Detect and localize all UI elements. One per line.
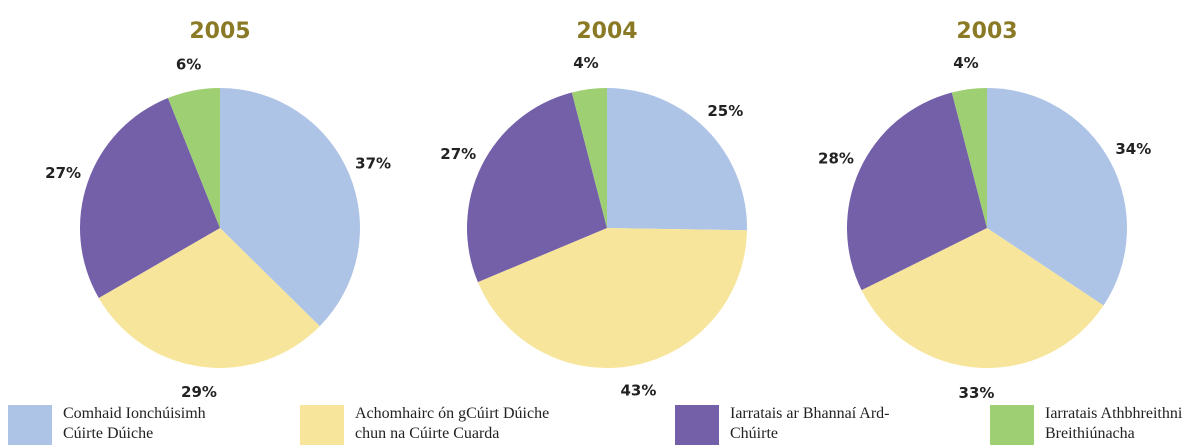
pie-slice (987, 88, 1127, 306)
value-label: 4% (573, 54, 598, 72)
value-label: 25% (707, 102, 743, 120)
legend-label: Comhaid Ionchúisimh Cúirte Dúiche (63, 405, 206, 442)
legend-label: Iarratais Athbhreithniú Breithiúnacha (1045, 405, 1182, 442)
value-label: 33% (959, 384, 995, 402)
legend-label: Achomhairc ón gCúirt Dúiche chun na Cúir… (355, 405, 550, 442)
chart-title: 2004 (576, 19, 637, 44)
value-label: 6% (176, 55, 201, 73)
value-label: 43% (620, 382, 656, 400)
legend-swatch (990, 405, 1034, 445)
legend-label: Iarratais ar Bhannaí Ard-Chúirte (730, 405, 890, 442)
pie-slice (846, 92, 987, 291)
value-label: 27% (440, 145, 476, 163)
legend-swatch (300, 405, 344, 445)
pie-slice (571, 88, 607, 228)
value-label: 29% (181, 383, 217, 401)
value-label: 37% (355, 154, 391, 172)
pie-slice (467, 92, 607, 283)
pie-slice (80, 98, 220, 298)
chart-title: 2003 (956, 19, 1017, 44)
value-label: 4% (953, 54, 978, 72)
pie-slice (607, 88, 747, 231)
value-label: 27% (45, 164, 81, 182)
legend-swatch (675, 405, 719, 445)
pie-slice (951, 88, 987, 228)
value-label: 28% (818, 150, 854, 168)
pie-slice (98, 228, 320, 368)
value-label: 34% (1115, 140, 1151, 158)
chart-title: 2005 (189, 19, 250, 44)
pie-slice (861, 228, 1104, 369)
legend-swatch (8, 405, 52, 445)
pie-slice (220, 88, 360, 327)
pie-slice (167, 88, 220, 228)
pie-slice (477, 228, 747, 369)
